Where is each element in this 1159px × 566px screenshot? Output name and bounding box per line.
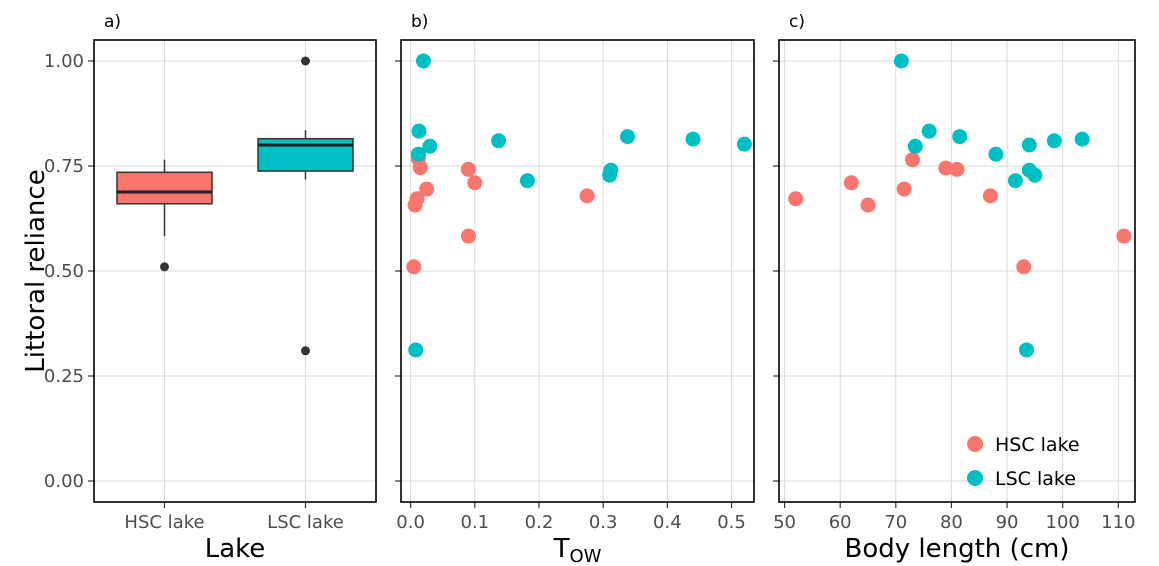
y-tick-label: 0.50 bbox=[44, 261, 84, 282]
x-tick-label: 110 bbox=[1101, 512, 1135, 533]
data-point bbox=[1019, 342, 1035, 358]
data-point bbox=[519, 173, 535, 189]
legend: HSC lake LSC lake bbox=[967, 434, 1080, 490]
data-point bbox=[952, 129, 968, 145]
panel-2: b) 0.0 0.1 0.2 0.3 0.4 0.5 TOW bbox=[395, 12, 755, 566]
panel-label: b) bbox=[411, 12, 428, 32]
data-point bbox=[579, 188, 595, 204]
x-tick-label: 90 bbox=[996, 512, 1019, 533]
x-tick-label: 50 bbox=[773, 512, 796, 533]
data-point bbox=[620, 129, 636, 145]
data-point bbox=[460, 161, 476, 177]
x-axis-title: Lake bbox=[205, 534, 266, 564]
data-point bbox=[467, 175, 483, 191]
data-point bbox=[685, 131, 701, 147]
panel-frame bbox=[400, 39, 755, 503]
x-tick-label: 0.3 bbox=[589, 512, 618, 533]
legend-marker-lsc bbox=[967, 470, 983, 486]
x-axis-title: TOW bbox=[553, 534, 602, 566]
data-point bbox=[843, 175, 859, 191]
data-point bbox=[1116, 228, 1132, 244]
legend-label-lsc: LSC lake bbox=[995, 468, 1076, 490]
data-point bbox=[406, 259, 422, 275]
data-point bbox=[603, 162, 619, 178]
data-point bbox=[1021, 137, 1037, 153]
series-hsc bbox=[788, 152, 1132, 275]
x-axis-title-main: T bbox=[553, 534, 570, 564]
x-tick-label: 0.5 bbox=[717, 512, 746, 533]
data-point bbox=[905, 152, 920, 168]
data-point bbox=[949, 161, 965, 177]
y-axis-title: Littoral reliance bbox=[21, 169, 51, 372]
panel-frame bbox=[93, 39, 377, 503]
data-point bbox=[788, 191, 804, 207]
box-iqr bbox=[116, 171, 213, 205]
panel-3: c) 50 60 70 80 90 100 110 Body length (cm) bbox=[773, 12, 1136, 564]
panel-1: a) 0.00 0.25 0.50 0.75 1.00 HSC lake LSC lakeLa… bbox=[44, 12, 377, 564]
data-point bbox=[1027, 167, 1043, 183]
data-point bbox=[938, 160, 954, 176]
data-point bbox=[893, 53, 909, 69]
data-point bbox=[736, 136, 752, 152]
x-tick-label: 0.4 bbox=[653, 512, 682, 533]
x-tick-label: LSC lake bbox=[267, 512, 344, 533]
series-lsc bbox=[893, 53, 1090, 358]
data-point bbox=[860, 197, 876, 213]
x-tick-label: 0.1 bbox=[460, 512, 489, 533]
box-lsc bbox=[257, 56, 354, 356]
data-point bbox=[410, 146, 426, 162]
series-hsc bbox=[406, 150, 595, 275]
outlier-point bbox=[160, 262, 169, 272]
data-point bbox=[411, 123, 427, 139]
data-point bbox=[1007, 173, 1023, 189]
x-tick-label: 60 bbox=[829, 512, 852, 533]
outlier-point bbox=[301, 346, 310, 356]
y-tick-label: 0.25 bbox=[44, 366, 84, 387]
y-tick-label: 0.00 bbox=[44, 471, 84, 492]
panel-frame bbox=[778, 39, 1136, 503]
data-point bbox=[409, 191, 425, 207]
x-tick-label: 0.2 bbox=[525, 512, 554, 533]
data-point bbox=[422, 138, 438, 154]
data-point bbox=[921, 123, 937, 139]
x-tick-label: 100 bbox=[1046, 512, 1080, 533]
x-tick-label: 0.0 bbox=[396, 512, 425, 533]
outlier-point bbox=[301, 56, 310, 66]
legend-marker-hsc bbox=[967, 436, 983, 452]
box-hsc bbox=[116, 159, 213, 272]
x-axis-title-subscript: OW bbox=[569, 546, 601, 566]
panel-label: c) bbox=[789, 12, 805, 32]
x-tick-label: 80 bbox=[940, 512, 963, 533]
data-point bbox=[896, 181, 912, 197]
data-point bbox=[982, 188, 998, 204]
data-point bbox=[1046, 133, 1062, 149]
data-point bbox=[1016, 259, 1032, 275]
y-tick-label: 0.75 bbox=[44, 156, 84, 177]
legend-label-hsc: HSC lake bbox=[995, 434, 1080, 456]
data-point bbox=[415, 53, 431, 69]
y-tick-label: 1.00 bbox=[44, 51, 84, 72]
x-tick-label: 70 bbox=[884, 512, 907, 533]
data-point bbox=[491, 133, 507, 149]
data-point bbox=[412, 160, 428, 176]
x-tick-label: HSC lake bbox=[124, 512, 204, 533]
panel-label: a) bbox=[104, 12, 121, 32]
data-point bbox=[460, 228, 476, 244]
data-point bbox=[419, 181, 435, 197]
data-point bbox=[988, 146, 1004, 162]
data-point bbox=[1074, 131, 1090, 147]
data-point bbox=[408, 342, 424, 358]
series-lsc bbox=[408, 53, 752, 358]
x-axis-title: Body length (cm) bbox=[845, 534, 1070, 564]
data-point bbox=[907, 138, 923, 154]
